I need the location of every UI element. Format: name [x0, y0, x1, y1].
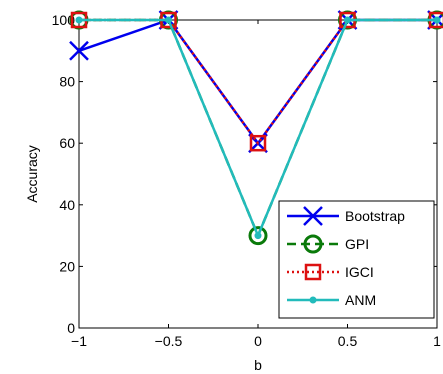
y-tick-label: 60 — [59, 135, 75, 151]
x-axis-label: b — [254, 357, 262, 373]
legend-item: ANM — [287, 292, 376, 308]
x-marker — [303, 206, 323, 226]
circle-marker — [303, 234, 323, 254]
dot-marker — [254, 232, 262, 240]
circle-marker — [248, 226, 268, 246]
x-tick-label: 1 — [433, 333, 441, 349]
legend-label: Bootstrap — [345, 208, 405, 224]
dot-marker — [165, 16, 172, 24]
x-tick-label: −0.5 — [155, 333, 183, 349]
x-tick-label: 0.5 — [338, 333, 358, 349]
legend-item: Bootstrap — [287, 206, 405, 226]
legend-label: ANM — [345, 292, 376, 308]
x-tick-label: −1 — [71, 333, 87, 349]
y-tick-label: 0 — [67, 320, 75, 336]
series-line — [79, 18, 437, 146]
legend: Bootstrap GPI IGCI ANM — [278, 200, 435, 319]
axes: −1 −0.5 0 0.5 1 0 20 40 60 80 100 — [52, 12, 441, 349]
y-tick-label: 20 — [59, 258, 75, 274]
series-layer — [69, 10, 443, 246]
legend-label: IGCI — [345, 264, 374, 280]
y-tick-label: 40 — [59, 197, 75, 213]
dot-marker — [433, 16, 441, 24]
x-marker — [69, 40, 89, 61]
legend-label: GPI — [345, 236, 369, 252]
series-anm — [75, 16, 441, 240]
legend-box — [278, 200, 435, 319]
x-tick-label: 0 — [254, 333, 262, 349]
legend-item: IGCI — [287, 263, 374, 281]
legend-item: GPI — [287, 234, 369, 254]
y-axis-label: Accuracy — [24, 145, 40, 203]
square-marker — [249, 134, 267, 152]
dot-marker — [309, 296, 317, 304]
y-tick-label: 100 — [52, 12, 76, 28]
square-marker — [304, 263, 322, 281]
y-tick-label: 80 — [59, 74, 75, 90]
dot-marker — [344, 16, 351, 24]
dot-marker — [75, 16, 83, 24]
